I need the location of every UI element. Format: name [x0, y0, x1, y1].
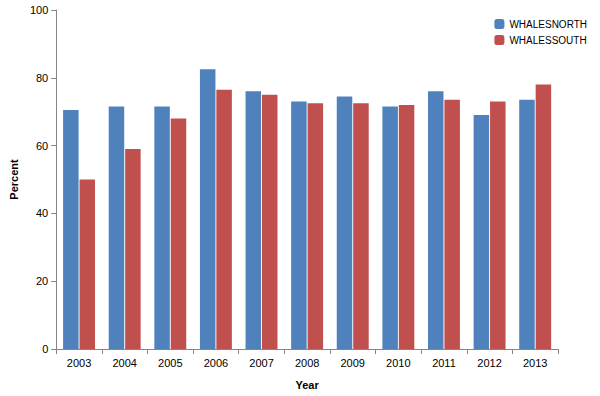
svg-text:WHALESSOUTH: WHALESSOUTH	[509, 35, 586, 46]
svg-text:2010: 2010	[386, 357, 410, 369]
svg-text:2012: 2012	[477, 357, 501, 369]
svg-text:0: 0	[42, 343, 48, 355]
svg-text:60: 60	[36, 140, 48, 152]
svg-text:2008: 2008	[295, 357, 319, 369]
svg-text:2007: 2007	[249, 357, 273, 369]
svg-text:2011: 2011	[432, 357, 456, 369]
svg-text:20: 20	[36, 275, 48, 287]
svg-text:2009: 2009	[340, 357, 364, 369]
svg-text:2004: 2004	[112, 357, 136, 369]
svg-text:100: 100	[30, 4, 48, 16]
svg-text:2005: 2005	[158, 357, 182, 369]
svg-text:Percent: Percent	[8, 159, 20, 200]
svg-text:40: 40	[36, 207, 48, 219]
svg-text:2013: 2013	[523, 357, 547, 369]
svg-text:2006: 2006	[204, 357, 228, 369]
svg-text:80: 80	[36, 72, 48, 84]
svg-text:WHALESNORTH: WHALESNORTH	[509, 19, 587, 30]
svg-text:Year: Year	[296, 379, 320, 391]
svg-text:2003: 2003	[67, 357, 91, 369]
